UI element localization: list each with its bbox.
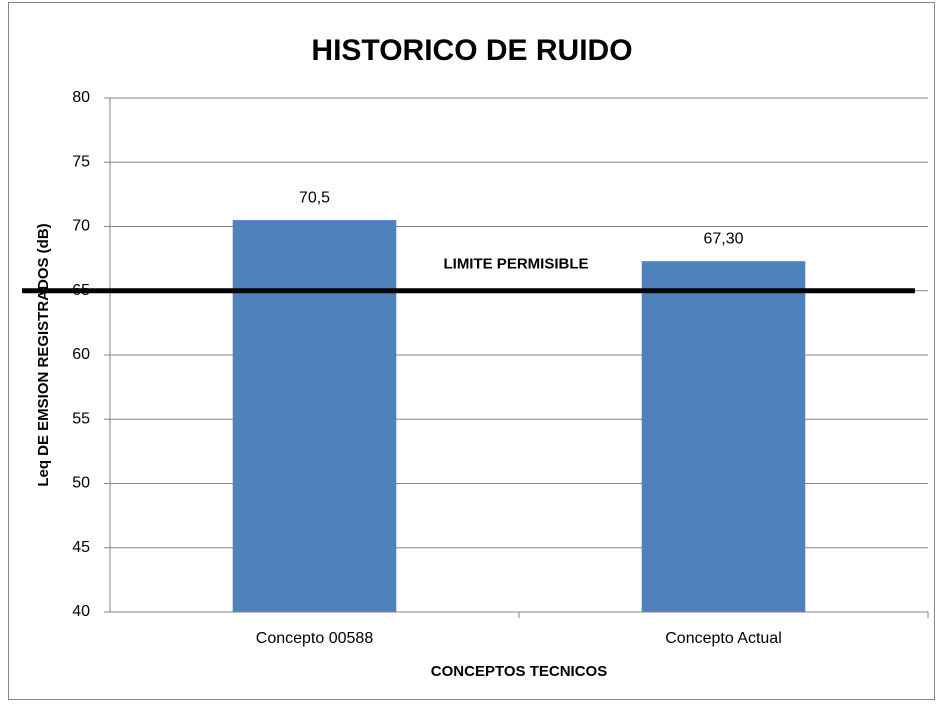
reference-label: LIMITE PERMISIBLE xyxy=(443,256,588,273)
y-axis-label: Leq DE EMSION REGISTRADOS (dB) xyxy=(35,223,52,486)
data-label: 67,30 xyxy=(703,230,743,247)
bar xyxy=(232,220,397,612)
data-label: 70,5 xyxy=(299,189,330,206)
chart-title: HISTORICO DE RUIDO xyxy=(311,34,632,67)
y-tick-label: 55 xyxy=(72,410,90,427)
y-tick-label: 80 xyxy=(72,89,90,106)
y-tick-label: 70 xyxy=(72,218,90,235)
y-tick-label: 40 xyxy=(72,603,90,620)
bar xyxy=(641,261,806,612)
x-axis-label: CONCEPTOS TECNICOS xyxy=(431,663,607,680)
y-tick-label: 50 xyxy=(72,475,90,492)
y-tick-label: 45 xyxy=(72,539,90,556)
y-tick-label: 60 xyxy=(72,346,90,363)
y-tick-label: 75 xyxy=(72,153,90,170)
x-tick-label: Concepto 00588 xyxy=(256,630,374,647)
x-tick-label: Concepto Actual xyxy=(665,630,782,647)
